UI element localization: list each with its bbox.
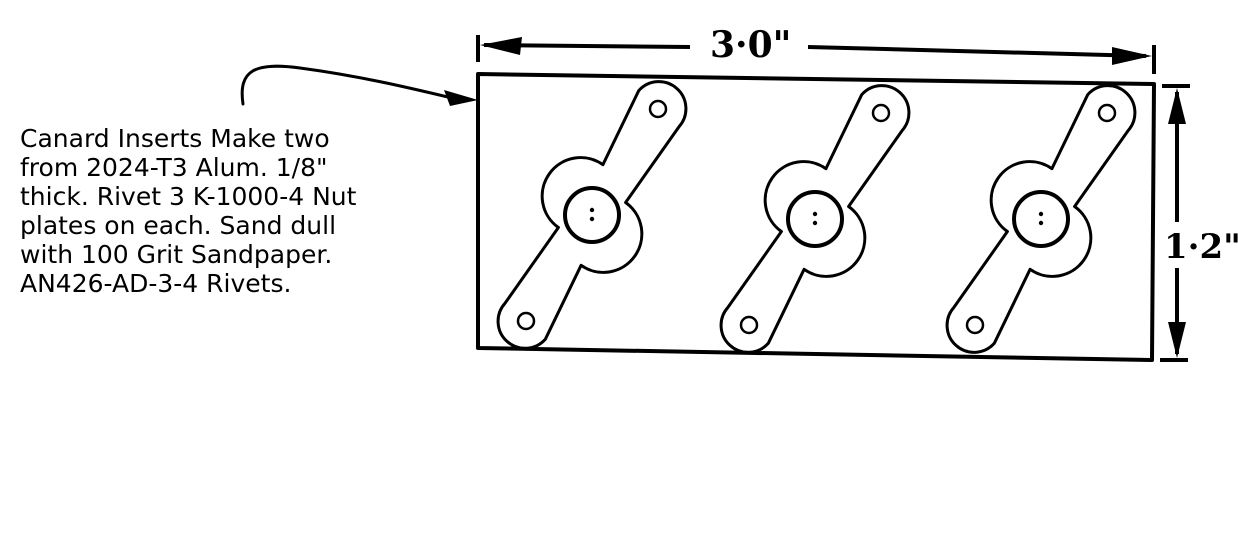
instruction-note: Canard Inserts Make two from 2024-T3 Alu… — [20, 124, 460, 298]
width-dimension: 3·0" — [476, 24, 1156, 74]
note-line-3: thick. Rivet 3 K-1000-4 Nut — [20, 182, 357, 211]
insert-plate-outline — [476, 72, 1156, 362]
leader-arrowhead — [444, 90, 478, 106]
nutplate-2 — [719, 83, 911, 355]
note-line-6: AN426-AD-3-4 Rivets. — [20, 269, 292, 298]
note-line-1: Canard Inserts Make two — [20, 124, 330, 153]
height-dimension-label: 1·2" — [1164, 227, 1238, 267]
note-line-4: plates on each. Sand dull — [20, 211, 337, 240]
height-dimension: 1·2" — [1160, 84, 1238, 362]
leader-line — [240, 64, 454, 106]
nutplate-3 — [945, 83, 1137, 355]
note-line-2: from 2024-T3 Alum. 1/8" — [20, 153, 328, 182]
note-line-5: with 100 Grit Sandpaper. — [20, 240, 333, 269]
nutplate-1 — [496, 79, 688, 351]
width-dimension-label: 3·0" — [710, 24, 791, 66]
